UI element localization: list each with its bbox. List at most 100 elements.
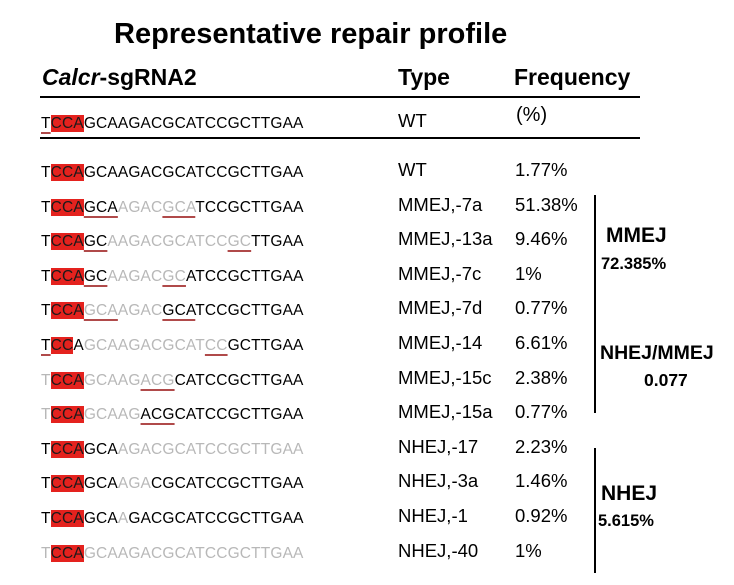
frequency-column-header: Frequency [514, 64, 631, 90]
sequence-segment: CC [204, 337, 228, 354]
sequence-segment: GC [83, 267, 108, 285]
sequence-segment: A [73, 337, 84, 354]
sequence-segment: T [41, 544, 51, 562]
edited-sequence: TCCAGCAAGACGCATCCGCTTGAA [41, 336, 304, 355]
sequence-segment: GCA [162, 198, 196, 216]
edited-sequence: TCCAGCAAGACGCATCCGCTTGAA [41, 163, 304, 182]
sequence-segment: CCA [50, 164, 84, 181]
sequence-segment: GCA [83, 198, 118, 216]
sequence-segment: AGACGCATCCGCTTGAA [117, 440, 304, 458]
repair-frequency: 1% [515, 539, 542, 561]
sequence-segment: GCA [162, 302, 196, 320]
repair-type: WT [398, 159, 427, 180]
gene-name: Calcr [42, 64, 100, 90]
sequence-segment: TTGAA [251, 233, 304, 251]
sequence-segment: CCA [50, 440, 84, 458]
sequence-segment: T [41, 406, 51, 424]
sequence-segment: GCAAGACGCATCCGCTTGAA [83, 115, 304, 132]
sgrna-column-header: Calcr-sgRNA2 [42, 64, 197, 91]
repair-frequency: 6.61% [515, 332, 568, 353]
sequence-segment: AGAC [117, 198, 163, 216]
repair-type: MMEJ,-15c [398, 366, 492, 388]
sequence-segment: AGA [117, 475, 152, 493]
edited-sequence: TCCAGCAAGACGCATCCGCTTGAA [41, 301, 304, 320]
sequence-segment: T [41, 198, 51, 216]
sequence-segment: GCAAG [83, 406, 141, 424]
mmej-group-label: MMEJ [606, 224, 667, 247]
sequence-segment: T [41, 475, 51, 493]
nhej-group-label: NHEJ [601, 482, 658, 505]
sequence-segment: AGAC [117, 302, 163, 320]
sequence-segment: GCAAGACGCATCCGCTTGAA [83, 164, 304, 181]
sequence-segment: GCA [83, 475, 118, 493]
repair-type: MMEJ,-7c [398, 262, 482, 284]
sequence-segment: ATCCGCTTGAA [185, 267, 304, 285]
repair-type: MMEJ,-7d [398, 297, 483, 319]
sequence-segment: T [41, 115, 51, 132]
sequence-segment: GCA [83, 510, 118, 527]
repair-frequency: 0.77% [515, 401, 568, 423]
header-divider-top [40, 96, 640, 98]
nhej-mmej-group-label: NHEJ/MMEJ [600, 342, 714, 364]
nhej-mmej-group-value: 0.077 [644, 370, 688, 390]
mmej-bracket-line [594, 195, 596, 413]
sequence-segment: GCTTGAA [227, 337, 304, 354]
mmej-group-value: 72.385% [601, 255, 667, 273]
edited-sequence: TCCAGCAAGACGCATCCGCTTGAA [41, 198, 304, 217]
sequence-segment: GCA [83, 440, 118, 458]
sequence-segment: GC [162, 267, 186, 285]
frequency-unit: (%) [516, 104, 548, 126]
sequence-segment: T [41, 440, 51, 458]
sequence-segment: GC [227, 233, 252, 251]
sequence-segment: CGCATCCGCTTGAA [151, 475, 304, 493]
sequence-segment: CCA [50, 267, 84, 285]
repair-type: NHEJ,-40 [398, 539, 479, 561]
sequence-segment: T [41, 510, 51, 527]
sequence-segment: CATCCGCTTGAA [174, 406, 304, 424]
reference-type: WT [398, 110, 427, 131]
type-column-header: Type [398, 64, 450, 90]
repair-type: NHEJ,-1 [398, 505, 468, 526]
repair-frequency: 9.46% [515, 228, 568, 250]
sequence-segment: CCA [50, 371, 84, 389]
edited-sequence: TCCAGCAAGACGCATCCGCTTGAA [41, 232, 304, 251]
edited-sequence: TCCAGCAAGACGCATCCGCTTGAA [41, 440, 304, 459]
sequence-segment: CCA [50, 406, 84, 424]
edited-sequence: TCCAGCAAGACGCATCCGCTTGAA [41, 371, 304, 390]
nhej-group-value: 5.615% [598, 512, 654, 530]
sequence-segment: CATCCGCTTGAA [174, 371, 304, 389]
sequence-segment: GCAAGACGCATCCGCTTGAA [83, 544, 304, 562]
sequence-segment: A [117, 510, 129, 527]
repair-frequency: 0.92% [515, 505, 568, 526]
sequence-segment: GC [83, 233, 108, 251]
sequence-segment: ACG [140, 406, 175, 424]
sgrna-suffix: -sgRNA2 [99, 64, 197, 90]
sequence-segment: CCA [50, 475, 84, 493]
sequence-segment: GCA [83, 302, 118, 320]
repair-type: NHEJ,-17 [398, 435, 479, 457]
sequence-segment: GACGCATCCGCTTGAA [128, 510, 304, 527]
reference-sequence: TCCAGCAAGACGCATCCGCTTGAA [41, 114, 304, 133]
repair-type: MMEJ,-15a [398, 401, 493, 423]
repair-frequency: 1.46% [515, 470, 568, 492]
sequence-segment: CCA [50, 510, 84, 527]
repair-type: MMEJ,-13a [398, 228, 493, 250]
sequence-segment: CCA [50, 233, 84, 251]
figure-title: Representative repair profile [114, 18, 508, 50]
sequence-segment: ACG [140, 371, 175, 389]
edited-sequence: TCCAGCAAGACGCATCCGCTTGAA [41, 267, 304, 286]
sequence-segment: T [41, 267, 51, 285]
edited-sequence: TCCAGCAAGACGCATCCGCTTGAA [41, 405, 304, 424]
sequence-segment: T [41, 164, 51, 181]
nhej-bracket-line [594, 448, 596, 573]
sequence-segment: T [41, 302, 51, 320]
sequence-segment: T [41, 371, 51, 389]
sequence-segment: CC [50, 337, 74, 354]
sequence-segment: GCAAG [83, 371, 141, 389]
header-divider-bottom [40, 137, 640, 139]
sequence-segment: AAGAC [107, 267, 163, 285]
sequence-segment: TCCGCTTGAA [195, 302, 304, 320]
repair-frequency: 2.23% [515, 435, 568, 457]
edited-sequence: TCCAGCAAGACGCATCCGCTTGAA [41, 509, 304, 528]
sequence-segment: AAGACGCATCC [107, 233, 228, 251]
